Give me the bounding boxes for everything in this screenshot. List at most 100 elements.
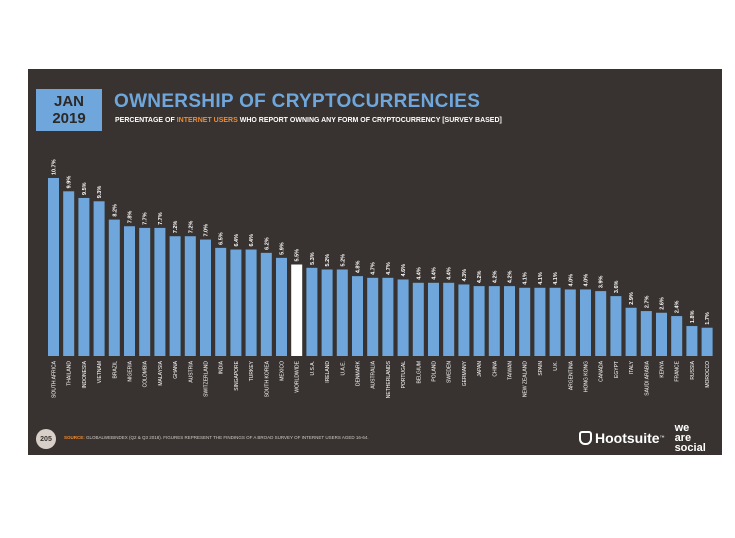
trademark-mark: ™: [659, 435, 665, 441]
bar-u-s-a-: [306, 267, 318, 356]
bar-russia: [686, 326, 698, 356]
page-number: 205: [36, 429, 56, 449]
bar-morocco: [701, 327, 713, 356]
hootsuite-owl-icon: [579, 431, 592, 445]
category-label: DENMARK: [356, 360, 362, 386]
bar-canada: [595, 291, 607, 356]
data-label: 4.0%: [584, 274, 590, 287]
we-are-social-logo: we are social: [674, 422, 706, 454]
bar-mexico: [276, 257, 287, 356]
category-label: JAPAN: [477, 361, 483, 377]
category-label: SPAIN: [538, 361, 544, 376]
logo-word-we: we: [674, 422, 690, 434]
category-label: CHINA: [492, 360, 498, 376]
data-label: 2.6%: [660, 297, 666, 310]
data-label: 5.2%: [340, 254, 346, 267]
data-label: 9.3%: [97, 186, 103, 199]
data-label: 5.5%: [295, 249, 301, 262]
bar-worldwide: [291, 264, 303, 356]
date-year: 2019: [52, 110, 86, 127]
category-label: SOUTH AFRICA: [52, 360, 58, 398]
bar-u-a-e-: [336, 269, 348, 356]
data-label: 7.0%: [204, 224, 210, 237]
bar-switzerland: [200, 239, 211, 356]
bar-belgium: [412, 282, 424, 356]
data-label: 4.4%: [432, 267, 438, 280]
category-label: KENYA: [660, 360, 666, 377]
data-label: 2.4%: [675, 300, 681, 313]
data-label: 6.5%: [219, 232, 225, 245]
category-label: U.K.: [553, 361, 559, 371]
bar-indonesia: [78, 197, 90, 356]
category-label: FRANCE: [675, 360, 681, 381]
subtitle-post: WHO REPORT OWNING ANY FORM OF CRYPTOCURR…: [237, 117, 502, 124]
data-label: 6.4%: [234, 234, 240, 247]
data-label: 4.7%: [386, 262, 392, 275]
category-label: U.S.A.: [310, 361, 316, 375]
data-label: 3.9%: [599, 275, 605, 288]
bar-denmark: [352, 276, 363, 356]
bar-argentina: [564, 289, 576, 356]
category-label: TAIWAN: [508, 361, 514, 380]
data-label: 4.1%: [553, 272, 559, 285]
bar-egypt: [610, 296, 622, 356]
bar-south-korea: [260, 252, 272, 356]
category-label: SINGAPORE: [234, 360, 240, 390]
category-label: SAUDI ARABIA: [644, 360, 650, 395]
bar-ghana: [169, 236, 181, 356]
category-label: MEXICO: [280, 361, 286, 381]
data-label: 4.8%: [356, 261, 362, 274]
category-label: SWEDEN: [447, 361, 453, 383]
category-label: MALAYSIA: [158, 360, 164, 385]
data-label: 4.4%: [416, 267, 422, 280]
data-label: 7.2%: [188, 221, 194, 234]
data-label: 4.6%: [401, 264, 407, 277]
bar-india: [215, 247, 227, 356]
data-label: 7.2%: [173, 221, 179, 234]
bar-australia: [367, 277, 379, 356]
brand-logos: Hootsuite ™ we are social: [579, 422, 706, 454]
data-label: 4.2%: [492, 270, 498, 283]
bar-brazil: [108, 219, 120, 356]
bar-new-zealand: [519, 287, 531, 356]
bar-austria: [184, 236, 196, 356]
bar-hong-kong: [580, 289, 591, 356]
date-badge: JAN 2019: [36, 89, 102, 131]
category-label: GERMANY: [462, 360, 468, 386]
bar-germany: [458, 284, 470, 356]
data-label: 2.9%: [629, 292, 635, 305]
data-label: 4.3%: [462, 269, 468, 282]
bar-italy: [625, 307, 637, 356]
subtitle-highlight: INTERNET USERS: [176, 117, 238, 124]
bar-kenya: [656, 312, 667, 356]
category-label: BELGIUM: [416, 361, 422, 384]
bar-spain: [534, 287, 546, 356]
data-label: 8.2%: [112, 204, 118, 217]
source-text: GLOBALWEBINDEX (Q2 & Q3 2018). FIGURES R…: [86, 435, 369, 440]
source-label: SOURCE:: [64, 435, 85, 440]
category-label: ITALY: [629, 360, 635, 374]
hootsuite-logo-text: Hootsuite: [595, 430, 660, 446]
bar-poland: [428, 282, 439, 356]
category-label: VIETNAM: [97, 361, 103, 383]
category-label: SOUTH KOREA: [264, 360, 270, 397]
category-label: AUSTRALIA: [371, 360, 377, 388]
source-note: SOURCE: GLOBALWEBINDEX (Q2 & Q3 2018). F…: [64, 435, 369, 440]
category-label: SWITZERLAND: [204, 361, 210, 397]
bar-japan: [473, 286, 485, 356]
slide-panel: JAN 2019 OWNERSHIP OF CRYPTOCURRENCIES P…: [28, 69, 722, 455]
category-label: COLOMBIA: [143, 360, 149, 387]
bar-france: [671, 316, 683, 356]
data-label: 9.9%: [67, 176, 73, 189]
bar-colombia: [139, 227, 151, 356]
category-label: THAILAND: [67, 361, 73, 386]
bar-netherlands: [382, 277, 394, 356]
data-label: 4.1%: [538, 272, 544, 285]
bar-malaysia: [154, 227, 166, 356]
category-label: INDIA: [219, 360, 225, 374]
logo-word-social: social: [674, 442, 706, 454]
category-label: HONG KONG: [584, 361, 590, 392]
data-label: 2.7%: [644, 295, 650, 308]
bar-turkey: [245, 249, 257, 356]
data-label: 7.7%: [158, 212, 164, 225]
